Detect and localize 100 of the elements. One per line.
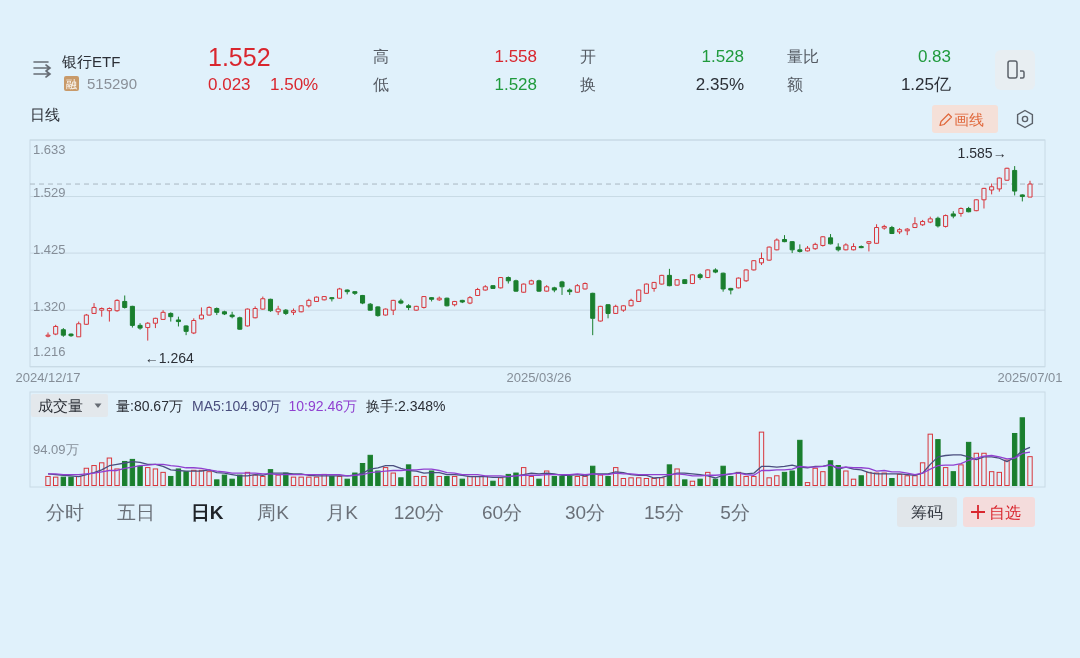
bar [1004, 459, 1010, 486]
bar [290, 476, 297, 486]
bar [643, 478, 650, 486]
bar [935, 439, 941, 486]
bar [191, 469, 197, 486]
bar [973, 452, 979, 486]
bar [988, 471, 995, 486]
bar [421, 475, 427, 486]
bar [659, 477, 665, 486]
bar [145, 467, 151, 486]
bar [505, 473, 511, 486]
bar [1011, 432, 1018, 486]
bar [697, 478, 703, 486]
bar [597, 474, 604, 486]
bar [52, 476, 59, 486]
bar [574, 475, 581, 486]
bar [728, 475, 734, 486]
text: 换 [580, 75, 596, 93]
bar [344, 478, 350, 486]
bar [482, 475, 488, 486]
annotation: 1.585→ [957, 145, 1007, 162]
text: 日K [190, 501, 224, 523]
bar [904, 475, 910, 486]
bar [636, 477, 642, 486]
bar [528, 475, 535, 486]
text: 画线 [954, 110, 984, 128]
bar [551, 475, 558, 486]
annotation: 94.09万 [33, 441, 79, 457]
bar [168, 475, 174, 486]
bar [927, 433, 933, 486]
bar [758, 431, 765, 486]
x-tick-label: 2025/03/26 [506, 370, 572, 385]
bar [567, 475, 573, 486]
bar [444, 475, 450, 486]
x-tick-label: 2024/12/17 [15, 370, 81, 385]
text: 银行ETF [61, 52, 121, 70]
text: 1.528 [494, 74, 537, 94]
bar [712, 478, 719, 486]
bar [850, 478, 857, 486]
bar [60, 476, 67, 486]
text: MA5:104.90万 [191, 397, 282, 414]
bar [252, 474, 258, 486]
bar [490, 480, 496, 486]
bar [843, 470, 849, 486]
bar [797, 439, 803, 486]
bar [306, 476, 312, 486]
x-tick-label: 2025/07/01 [997, 370, 1063, 385]
bar [781, 471, 788, 486]
bar [206, 471, 212, 486]
bar [605, 475, 611, 486]
bar [981, 452, 987, 486]
bar [298, 476, 304, 486]
text: 分时 [46, 501, 84, 523]
bar [45, 475, 51, 486]
bar [1019, 417, 1026, 486]
bar [229, 478, 235, 486]
bar [958, 464, 964, 486]
text: 开 [580, 47, 596, 65]
bar [682, 479, 688, 486]
bar [889, 478, 895, 486]
bar [137, 465, 143, 486]
text: 0.83 [917, 46, 951, 66]
text: 高 [373, 47, 389, 65]
bar [1027, 456, 1033, 486]
bar [160, 471, 166, 486]
bar [114, 468, 120, 486]
bar [950, 471, 956, 486]
bar [590, 465, 596, 486]
bar [996, 471, 1002, 486]
text: 0.023 [208, 74, 251, 94]
bar [912, 475, 918, 486]
chart-title: 日线 [30, 105, 60, 123]
bar [467, 475, 473, 486]
bar [628, 477, 634, 486]
chart-title: 成交量 [38, 397, 83, 414]
bar [221, 474, 228, 486]
bar [367, 454, 373, 486]
text: 换手:2.348% [366, 397, 446, 414]
bar [175, 468, 182, 486]
text: 月K [326, 501, 359, 523]
text: 120分 [393, 501, 445, 523]
bar [620, 478, 627, 486]
text: 1.528 [701, 46, 744, 66]
text: 五日 [117, 501, 155, 523]
bar [743, 475, 749, 486]
text: 60分 [481, 501, 523, 523]
text: 筹码 [911, 503, 943, 521]
text: 30分 [564, 501, 606, 523]
text: 10:92.46万 [288, 397, 358, 414]
annotation: ←1.264 [144, 349, 194, 366]
bar [183, 471, 189, 486]
bar [451, 475, 458, 486]
bar [766, 477, 772, 486]
y-tick-label: 1.633 [33, 141, 66, 157]
text: 1.25亿 [900, 74, 951, 94]
bar [774, 475, 780, 486]
bar [260, 475, 266, 486]
text: 量比 [787, 47, 819, 65]
bar [582, 475, 588, 486]
y-tick-label: 1.320 [33, 298, 66, 314]
